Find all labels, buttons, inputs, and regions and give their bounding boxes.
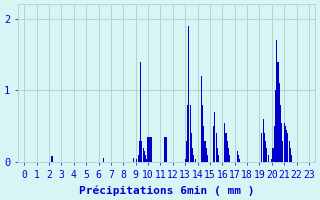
Bar (146, 159, 147, 162)
Bar (286, 130, 287, 162)
Bar (186, 141, 187, 162)
Bar (287, 133, 288, 162)
Bar (261, 133, 262, 162)
Bar (139, 141, 140, 162)
Bar (202, 105, 203, 162)
Bar (144, 151, 145, 162)
Bar (224, 123, 225, 162)
Bar (229, 155, 230, 162)
Bar (282, 141, 284, 162)
Bar (204, 141, 205, 162)
Bar (203, 126, 204, 162)
Bar (132, 158, 134, 162)
Bar (214, 112, 215, 162)
Bar (289, 141, 290, 162)
Bar (279, 83, 280, 162)
Bar (164, 137, 165, 162)
Bar (273, 148, 274, 162)
Bar (227, 141, 228, 162)
Bar (274, 126, 275, 162)
Bar (195, 159, 196, 162)
Bar (284, 123, 285, 162)
Bar (201, 76, 202, 162)
Bar (266, 148, 268, 162)
Bar (218, 155, 219, 162)
Bar (228, 148, 229, 162)
Bar (103, 158, 104, 162)
Bar (265, 141, 266, 162)
Bar (145, 155, 146, 162)
Bar (285, 126, 286, 162)
Bar (151, 137, 152, 162)
Bar (193, 155, 194, 162)
Bar (268, 155, 269, 162)
Bar (192, 148, 193, 162)
Bar (141, 141, 142, 162)
Bar (291, 155, 292, 162)
Bar (238, 155, 239, 162)
Bar (142, 148, 144, 162)
Bar (166, 137, 167, 162)
Bar (271, 159, 272, 162)
Bar (216, 133, 217, 162)
Bar (264, 133, 265, 162)
Bar (207, 155, 208, 162)
Bar (149, 137, 150, 162)
Bar (165, 137, 166, 162)
Bar (140, 62, 141, 162)
Bar (51, 156, 52, 162)
Bar (280, 105, 281, 162)
Bar (276, 40, 277, 162)
Bar (277, 62, 278, 162)
Bar (317, 158, 318, 162)
Bar (226, 133, 227, 162)
Bar (185, 159, 186, 162)
Bar (136, 159, 138, 162)
Bar (236, 151, 238, 162)
Bar (138, 155, 139, 162)
Bar (52, 156, 53, 162)
Bar (281, 123, 282, 162)
Bar (213, 126, 214, 162)
Bar (290, 148, 291, 162)
Bar (239, 159, 240, 162)
Bar (188, 26, 189, 162)
X-axis label: Précipitations 6min ( mm ): Précipitations 6min ( mm ) (79, 185, 254, 196)
Bar (263, 119, 264, 162)
Bar (191, 133, 192, 162)
Bar (206, 148, 207, 162)
Bar (275, 90, 276, 162)
Bar (189, 105, 191, 162)
Bar (150, 137, 151, 162)
Bar (217, 148, 218, 162)
Bar (187, 105, 188, 162)
